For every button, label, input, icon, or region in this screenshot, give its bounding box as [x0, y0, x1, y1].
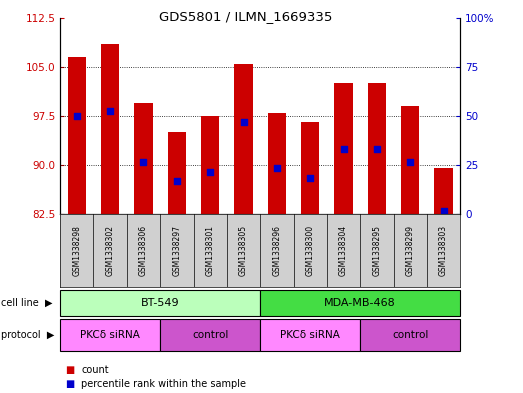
Point: [406, 159, 414, 165]
Text: GSM1338302: GSM1338302: [106, 225, 115, 276]
Bar: [67, 57, 86, 214]
Bar: [260, 290, 460, 316]
Text: percentile rank within the sample: percentile rank within the sample: [81, 379, 246, 389]
Text: BT-549: BT-549: [141, 298, 179, 308]
Text: GSM1338301: GSM1338301: [206, 225, 214, 276]
Point: [339, 145, 348, 152]
Bar: [234, 64, 253, 214]
Point: [439, 208, 448, 214]
Bar: [260, 319, 360, 351]
Bar: [268, 113, 286, 214]
Text: GSM1338297: GSM1338297: [173, 225, 181, 276]
Bar: [368, 83, 386, 214]
Bar: [101, 44, 119, 214]
Bar: [201, 116, 219, 214]
Point: [139, 159, 147, 165]
Text: cell line  ▶: cell line ▶: [1, 298, 52, 308]
Point: [106, 108, 115, 114]
Text: ■: ■: [65, 365, 75, 375]
Text: GSM1338296: GSM1338296: [272, 225, 281, 276]
Text: GSM1338300: GSM1338300: [306, 225, 315, 276]
Text: GSM1338295: GSM1338295: [372, 225, 381, 276]
Point: [73, 113, 81, 119]
Text: GSM1338299: GSM1338299: [406, 225, 415, 276]
Text: GSM1338304: GSM1338304: [339, 225, 348, 276]
Point: [272, 165, 281, 171]
Text: ■: ■: [65, 379, 75, 389]
Bar: [160, 319, 260, 351]
Text: GSM1338305: GSM1338305: [239, 225, 248, 276]
Point: [373, 145, 381, 152]
Text: GSM1338306: GSM1338306: [139, 225, 148, 276]
Text: GSM1338303: GSM1338303: [439, 225, 448, 276]
Point: [306, 175, 314, 181]
Bar: [435, 168, 453, 214]
Point: [206, 169, 214, 175]
Text: count: count: [81, 365, 109, 375]
Bar: [334, 83, 353, 214]
Text: PKCδ siRNA: PKCδ siRNA: [80, 330, 140, 340]
Point: [173, 178, 181, 185]
Text: control: control: [392, 330, 428, 340]
Text: MDA-MB-468: MDA-MB-468: [324, 298, 396, 308]
Bar: [168, 132, 186, 214]
Bar: [60, 290, 260, 316]
Text: GSM1338298: GSM1338298: [72, 225, 81, 276]
Text: control: control: [192, 330, 229, 340]
Text: protocol  ▶: protocol ▶: [1, 330, 54, 340]
Bar: [301, 123, 320, 214]
Text: GDS5801 / ILMN_1669335: GDS5801 / ILMN_1669335: [159, 10, 333, 23]
Point: [240, 119, 248, 126]
Bar: [360, 319, 460, 351]
Bar: [60, 319, 160, 351]
Text: PKCδ siRNA: PKCδ siRNA: [280, 330, 340, 340]
Bar: [134, 103, 153, 214]
Bar: [401, 106, 419, 214]
